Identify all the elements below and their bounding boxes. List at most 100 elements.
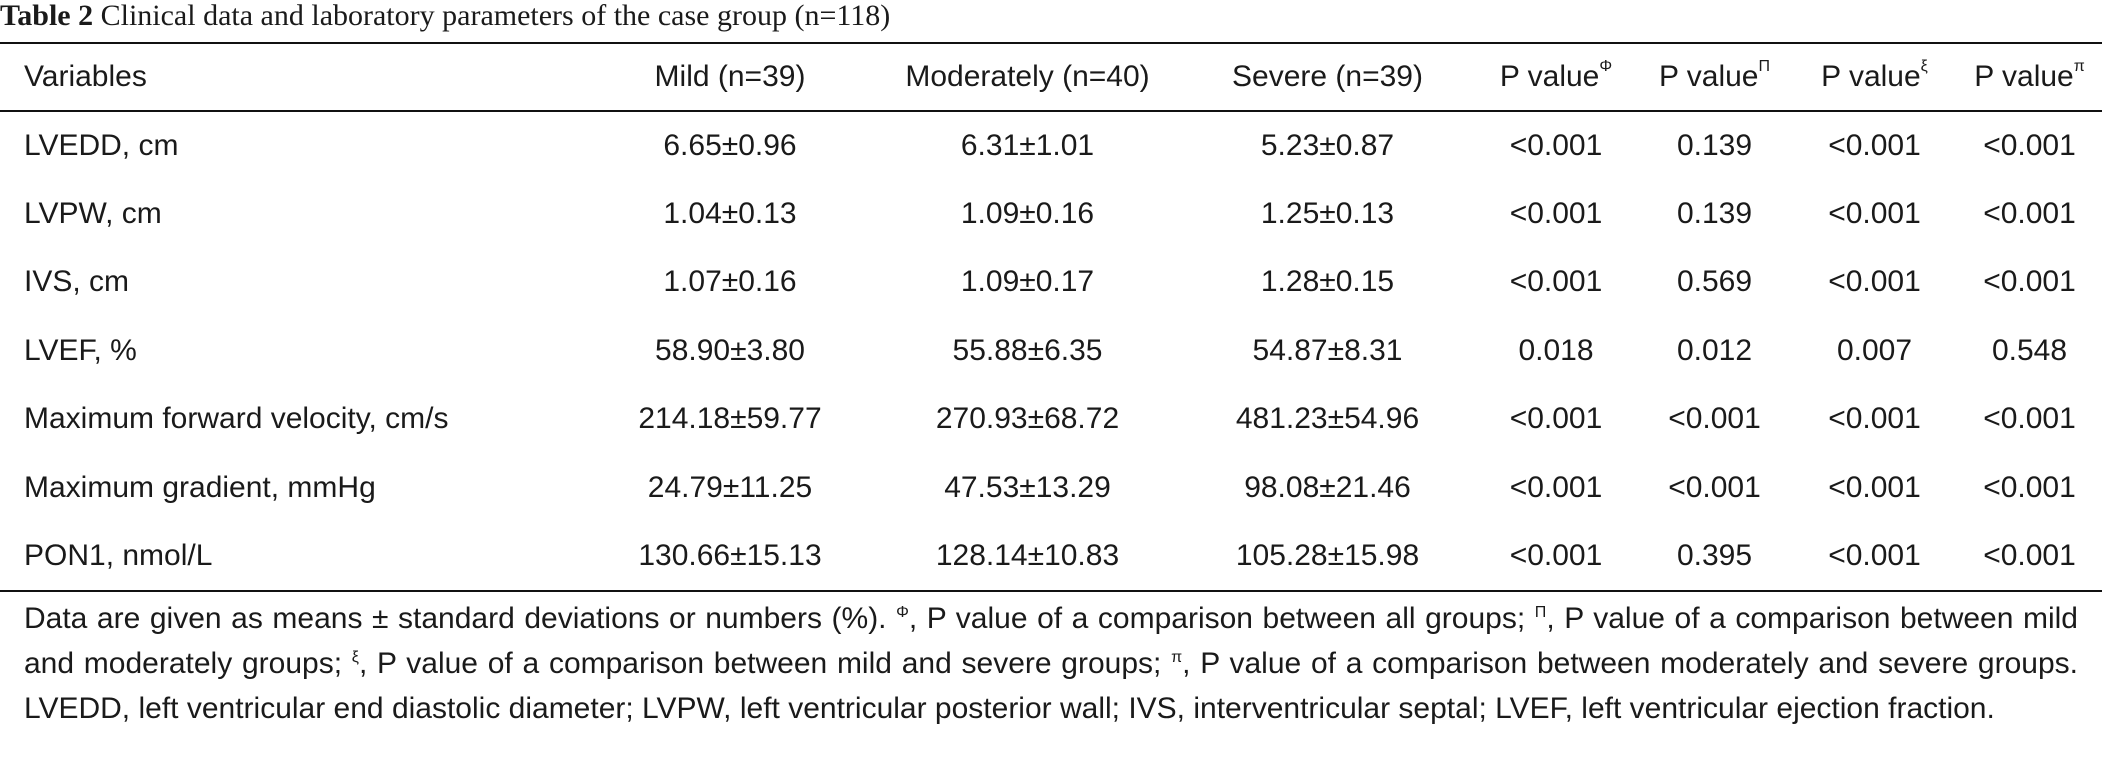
column-header: Severe (n=39) — [1180, 43, 1475, 111]
value-cell: 54.87±8.31 — [1252, 333, 1403, 367]
value-cell: 1.09±0.16 — [960, 196, 1095, 230]
table-caption-label: Table 2 — [0, 0, 94, 32]
column-header-variables: Variables — [0, 43, 585, 111]
p-value-cell: 0.139 — [1676, 196, 1753, 230]
table-body: LVEDD, cm 6.65±0.96 6.31±1.01 5.23±0.87 <0.0… — [0, 111, 2102, 591]
value-cell: 1.09±0.17 — [960, 265, 1095, 299]
value-cell: 105.28±15.98 — [1235, 538, 1420, 572]
column-header: P valueΠ — [1637, 43, 1792, 111]
column-header-label: Mild (n=39) — [654, 60, 806, 93]
column-header: P valueπ — [1957, 43, 2102, 111]
value-cell: 270.93±68.72 — [935, 402, 1120, 436]
table-row: IVS, cm 1.07±0.16 1.09±0.17 1.28±0.15 <0.001… — [0, 248, 2102, 317]
column-header: Moderately (n=40) — [875, 43, 1180, 111]
p-value-cell: 0.018 — [1518, 333, 1594, 367]
p-value-cell: <0.001 — [1983, 265, 2076, 299]
table-header: Variables Mild (n=39) Moderately (n=40) Sev… — [0, 43, 2102, 111]
p-value-cell: 0.007 — [1836, 333, 1913, 367]
p-value-cell: 0.012 — [1676, 333, 1753, 367]
column-header-label: Variables — [24, 60, 147, 93]
p-value-cell: <0.001 — [1668, 402, 1761, 436]
p-value-cell: <0.001 — [1983, 196, 2076, 230]
value-cell: 481.23±54.96 — [1235, 402, 1420, 436]
value-cell: 6.31±1.01 — [960, 128, 1095, 162]
row-label-cell: LVPW, cm — [24, 196, 162, 230]
column-header-label: P value — [1974, 60, 2074, 93]
data-table: Variables Mild (n=39) Moderately (n=40) Sev… — [0, 42, 2102, 592]
table-caption-text: Clinical data and laboratory parameters … — [100, 0, 891, 32]
p-value-cell: <0.001 — [1983, 402, 2076, 436]
p-value-cell: <0.001 — [1983, 128, 2076, 162]
value-cell: 5.23±0.87 — [1260, 128, 1395, 162]
table-row: PON1, nmol/L 130.66±15.13 128.14±10.83 105.… — [0, 522, 2102, 591]
p-value-cell: <0.001 — [1828, 470, 1921, 504]
p-value-cell: <0.001 — [1828, 128, 1921, 162]
footnote-text: , P value of a comparison between all gr… — [908, 602, 1535, 635]
row-label-cell: LVEF, % — [24, 333, 137, 367]
value-cell: 128.14±10.83 — [935, 538, 1120, 572]
p-value-cell: 0.395 — [1676, 538, 1753, 572]
value-cell: 1.25±0.13 — [1260, 196, 1395, 230]
p-value-cell: <0.001 — [1828, 538, 1921, 572]
table-caption: Table 2 Clinical data and laboratory par… — [0, 0, 890, 34]
value-cell: 1.07±0.16 — [663, 265, 797, 299]
footnote-text: Data are given as means ± standard devia… — [24, 602, 897, 635]
p-value-cell: <0.001 — [1983, 470, 2076, 504]
footnote-symbol: Π — [1534, 604, 1547, 621]
row-label-cell: IVS, cm — [24, 265, 130, 299]
value-cell: 98.08±21.46 — [1244, 470, 1411, 504]
p-value-cell: <0.001 — [1668, 470, 1761, 504]
table-footnote: Data are given as means ± standard devia… — [24, 596, 2078, 731]
p-value-cell: <0.001 — [1509, 538, 1603, 572]
p-value-cell: <0.001 — [1509, 265, 1603, 299]
value-cell: 24.79±11.25 — [647, 470, 813, 504]
value-cell: 47.53±13.29 — [944, 470, 1111, 504]
row-label-cell: Maximum gradient, mmHg — [24, 470, 376, 504]
table-row: LVEDD, cm 6.65±0.96 6.31±1.01 5.23±0.87 <0.0… — [0, 111, 2102, 180]
p-value-cell: <0.001 — [1509, 402, 1603, 436]
value-cell: 58.90±3.80 — [655, 333, 805, 367]
column-header-symbol: ξ — [1920, 58, 1928, 75]
column-header-label: P value — [1499, 60, 1600, 93]
p-value-cell: <0.001 — [1828, 196, 1921, 230]
value-cell: 130.66±15.13 — [638, 538, 822, 572]
column-header: P valueξ — [1792, 43, 1957, 111]
footnote-symbol: Φ — [896, 604, 909, 621]
table-row: LVEF, % 58.90±3.80 55.88±6.35 54.87±8.31 0.0… — [0, 317, 2102, 386]
column-header-symbol: Φ — [1599, 58, 1613, 75]
p-value-cell: 0.569 — [1676, 265, 1753, 299]
value-cell: 6.65±0.96 — [663, 128, 797, 162]
p-value-cell: 0.139 — [1676, 128, 1753, 162]
row-label-cell: Maximum forward velocity, cm/s — [24, 402, 449, 436]
footnote-text: , P value of a comparison between modera… — [24, 647, 2078, 725]
footnote-text: , P value of a comparison between mild a… — [358, 647, 1172, 680]
column-header-symbol: π — [2073, 58, 2085, 75]
row-label-cell: LVEDD, cm — [24, 128, 179, 162]
p-value-cell: <0.001 — [1983, 538, 2076, 572]
p-value-cell: <0.001 — [1509, 196, 1603, 230]
column-header: Mild (n=39) — [585, 43, 875, 111]
value-cell: 1.04±0.13 — [663, 196, 797, 230]
column-header-label: Moderately (n=40) — [905, 60, 1150, 93]
column-header-symbol: Π — [1758, 58, 1771, 75]
footnote-symbol: π — [1171, 649, 1183, 666]
p-value-cell: 0.548 — [1991, 333, 2068, 367]
row-label-cell: PON1, nmol/L — [24, 538, 213, 572]
column-header-label: Severe (n=39) — [1232, 60, 1423, 93]
p-value-cell: <0.001 — [1828, 265, 1921, 299]
table-row: Maximum gradient, mmHg 24.79±11.25 47.53±1… — [0, 454, 2102, 523]
column-header-label: P value — [1821, 60, 1921, 93]
p-value-cell: <0.001 — [1509, 128, 1603, 162]
p-value-cell: <0.001 — [1828, 402, 1921, 436]
table-row: Maximum forward velocity, cm/s 214.18±59.… — [0, 385, 2102, 454]
value-cell: 214.18±59.77 — [638, 402, 822, 436]
column-header-label: P value — [1658, 60, 1759, 93]
column-header: P valueΦ — [1475, 43, 1637, 111]
value-cell: 55.88±6.35 — [952, 333, 1103, 367]
table-row: LVPW, cm 1.04±0.13 1.09±0.16 1.25±0.13 <0.00… — [0, 180, 2102, 249]
value-cell: 1.28±0.15 — [1260, 265, 1395, 299]
p-value-cell: <0.001 — [1509, 470, 1603, 504]
header-row: Variables Mild (n=39) Moderately (n=40) Sev… — [0, 43, 2102, 111]
footnote-text: , P value of a comparison between mild a… — [24, 602, 2078, 680]
footnote-symbol: ξ — [351, 649, 359, 666]
